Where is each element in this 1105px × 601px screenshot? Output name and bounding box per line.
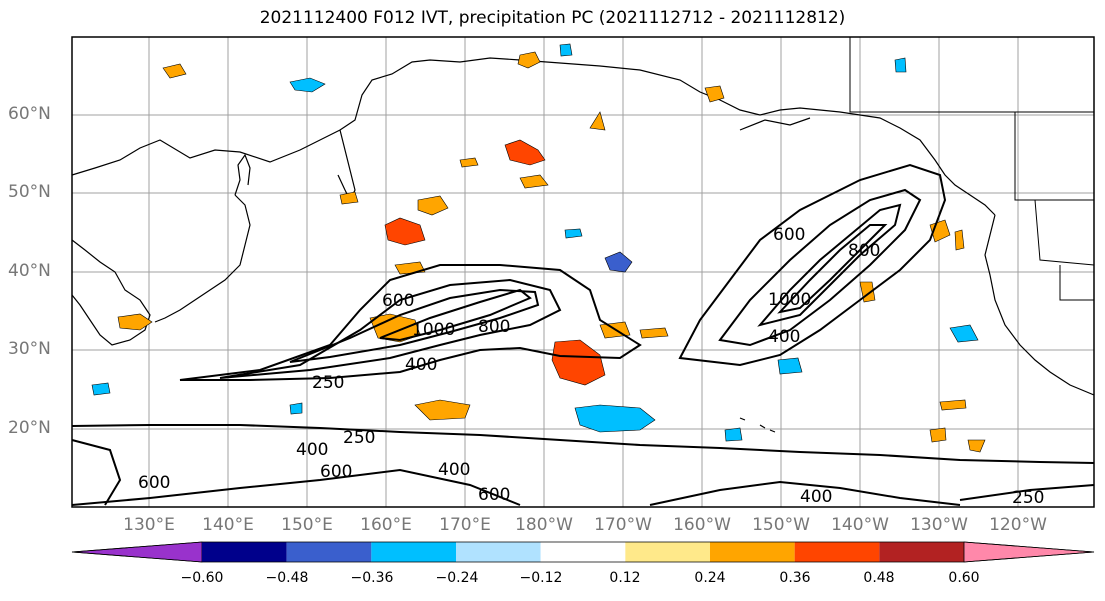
colorbar-segment bbox=[286, 542, 372, 562]
colorbar-extend-max bbox=[963, 541, 1095, 563]
colorbar-segment bbox=[456, 542, 541, 562]
colorbar-tick: −0.24 bbox=[435, 570, 479, 586]
lat-label: 20°N bbox=[8, 418, 51, 438]
contour-label: 1000 bbox=[412, 320, 455, 340]
colorbar-tick: 0.24 bbox=[694, 570, 726, 586]
lon-label: 170°E bbox=[439, 515, 491, 535]
colorbar bbox=[71, 541, 1095, 563]
contour-label: 600 bbox=[478, 485, 510, 505]
contour-label: 250 bbox=[312, 373, 344, 393]
precip-negative bbox=[91, 43, 979, 442]
contour-label: 800 bbox=[478, 317, 510, 337]
contour-label: 600 bbox=[138, 473, 170, 493]
colorbar-segment bbox=[625, 542, 710, 562]
lon-label: 160°E bbox=[360, 515, 412, 535]
contour-label: 250 bbox=[343, 428, 375, 448]
colorbar-segment bbox=[202, 542, 287, 562]
lon-label: 150°W bbox=[752, 515, 810, 535]
precip-positive bbox=[117, 51, 986, 453]
colorbar-tick: 0.60 bbox=[948, 570, 980, 586]
contour-label: 250 bbox=[1012, 488, 1044, 508]
lat-label: 40°N bbox=[8, 261, 51, 281]
lon-label: 140°W bbox=[831, 515, 889, 535]
colorbar-tick: 0.48 bbox=[863, 570, 895, 586]
contour-label: 1000 bbox=[768, 290, 811, 310]
contour-label: 400 bbox=[768, 327, 800, 347]
colorbar-tick: −0.48 bbox=[265, 570, 309, 586]
colorbar-tick: 0.12 bbox=[609, 570, 641, 586]
colorbar-segment bbox=[540, 542, 626, 562]
figure-title: 2021112400 F012 IVT, precipitation PC (2… bbox=[259, 8, 846, 28]
lat-label: 60°N bbox=[8, 104, 51, 124]
colorbar-tick: 0.36 bbox=[779, 570, 811, 586]
contour-label: 400 bbox=[405, 355, 437, 375]
contour-label: 800 bbox=[848, 241, 880, 261]
lon-label: 160°W bbox=[673, 515, 731, 535]
contour-label: 400 bbox=[296, 440, 328, 460]
colorbar-segment bbox=[371, 542, 456, 562]
colorbar-tick: −0.36 bbox=[350, 570, 394, 586]
contour-label: 400 bbox=[438, 460, 470, 480]
colorbar-segment bbox=[794, 542, 880, 562]
contour-label: 400 bbox=[800, 487, 832, 507]
lon-label: 180°W bbox=[515, 515, 573, 535]
lon-label: 170°W bbox=[594, 515, 652, 535]
colorbar-extend-min bbox=[71, 541, 203, 563]
colorbar-segment bbox=[710, 542, 795, 562]
contour-label: 600 bbox=[320, 462, 352, 482]
lon-label: 120°W bbox=[989, 515, 1047, 535]
colorbar-tick: −0.12 bbox=[519, 570, 563, 586]
lon-label: 130°W bbox=[910, 515, 968, 535]
colorbar-outline bbox=[71, 541, 1095, 563]
colorbar-tick: −0.60 bbox=[180, 570, 224, 586]
map-frame bbox=[71, 36, 1095, 508]
contour-labels: 250 250 250 400 400 400 400 400 600 600 … bbox=[138, 225, 1044, 508]
lon-label: 130°E bbox=[123, 515, 175, 535]
lon-label: 140°E bbox=[202, 515, 254, 535]
lat-label: 30°N bbox=[8, 339, 51, 359]
lat-label: 50°N bbox=[8, 182, 51, 202]
ivt-contours bbox=[71, 163, 1095, 506]
colorbar-segment bbox=[879, 542, 964, 562]
contour-label: 600 bbox=[382, 291, 414, 311]
lon-label: 150°E bbox=[281, 515, 333, 535]
contour-label: 600 bbox=[773, 225, 805, 245]
borders bbox=[849, 37, 1095, 301]
